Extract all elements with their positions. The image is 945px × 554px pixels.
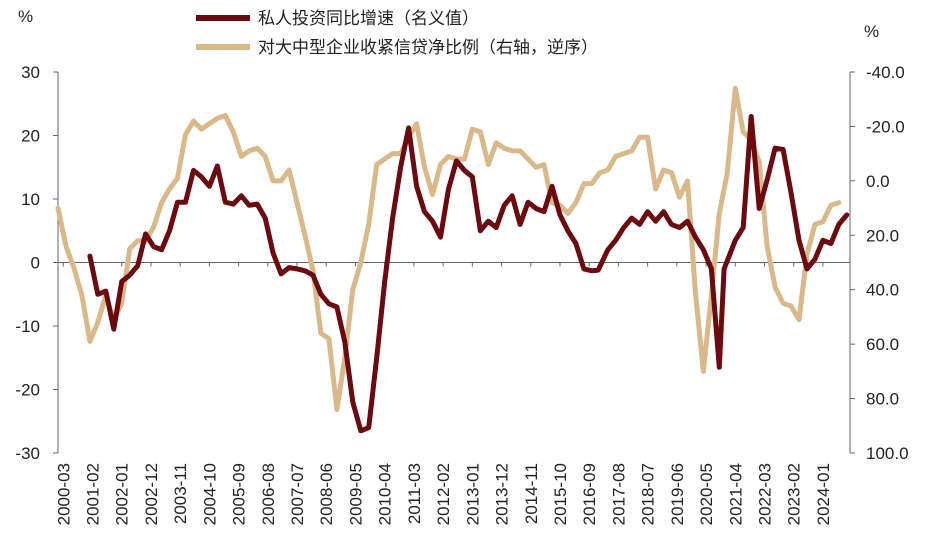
x-tick-label: 2011-03 [405, 463, 424, 524]
left-tick-label: -10 [15, 317, 40, 336]
left-tick-label: -20 [15, 381, 40, 400]
x-tick-label: 2008-06 [317, 463, 336, 525]
x-tick-label: 2002-12 [142, 463, 161, 525]
x-tick-label: 2021-04 [726, 463, 745, 525]
x-tick-label: 2001-02 [84, 463, 103, 525]
x-tick-label: 2005-09 [230, 463, 249, 525]
x-tick-label: 2013-12 [493, 463, 512, 525]
series-line-credit-tightening [55, 85, 842, 412]
x-tick-label: 2004-10 [200, 463, 219, 525]
right-tick-label: 60.0 [866, 335, 899, 354]
right-tick-label: 40.0 [866, 281, 899, 300]
right-tick-label: 20.0 [866, 226, 899, 245]
axes: 30 20 10 0 -10 -20 -30 -40.0 -20.0 0.0 20.0 40.0 60.… [15, 63, 908, 525]
right-tick-label: 80.0 [866, 390, 899, 409]
x-tick-label: 2020-05 [697, 463, 716, 525]
x-tick-label: 2003-11 [171, 463, 190, 524]
left-axis-unit: % [18, 7, 33, 26]
x-tick-label: 2015-10 [551, 463, 570, 525]
left-tick-label: 20 [21, 127, 40, 146]
right-tick-label: -20.0 [866, 117, 905, 136]
right-tick-label: -40.0 [866, 63, 905, 82]
x-tick-label: 2000-03 [54, 463, 73, 525]
x-tick-label: 2010-04 [376, 463, 395, 525]
right-tick-label: 100.0 [866, 444, 909, 463]
x-tick-label: 2024-01 [814, 463, 833, 525]
x-tick-label: 2016-09 [580, 463, 599, 525]
x-tick-label: 2023-02 [785, 463, 804, 525]
x-tick-label: 2012-02 [434, 463, 453, 525]
x-tick-label: 2018-07 [639, 463, 658, 525]
legend: 私人投资同比增速（名义值） 对大中型企业收紧信贷净比例（右轴，逆序） [196, 9, 598, 57]
x-tick-label: 2019-06 [668, 463, 687, 525]
x-tick-label: 2013-01 [463, 463, 482, 525]
left-tick-label: 30 [21, 63, 40, 82]
series-line-private-investment [87, 114, 850, 434]
x-tick-label: 2002-01 [113, 463, 132, 525]
right-axis-unit: % [864, 22, 879, 41]
legend-label: 对大中型企业收紧信贷净比例（右轴，逆序） [258, 38, 598, 57]
x-tick-label: 2017-08 [609, 463, 628, 525]
x-tick-label: 2022-03 [755, 463, 774, 525]
x-tick-label: 2006-08 [259, 463, 278, 525]
right-tick-label: 0.0 [866, 172, 890, 191]
x-tick-label: 2007-07 [288, 463, 307, 525]
left-tick-label: -30 [15, 444, 40, 463]
x-tick-label: 2014-11 [522, 463, 541, 524]
left-tick-label: 10 [21, 190, 40, 209]
legend-label: 私人投资同比增速（名义值） [258, 9, 479, 28]
series-layer [55, 85, 850, 434]
x-tick-label: 2009-05 [346, 463, 365, 525]
left-tick-label: 0 [31, 254, 40, 273]
